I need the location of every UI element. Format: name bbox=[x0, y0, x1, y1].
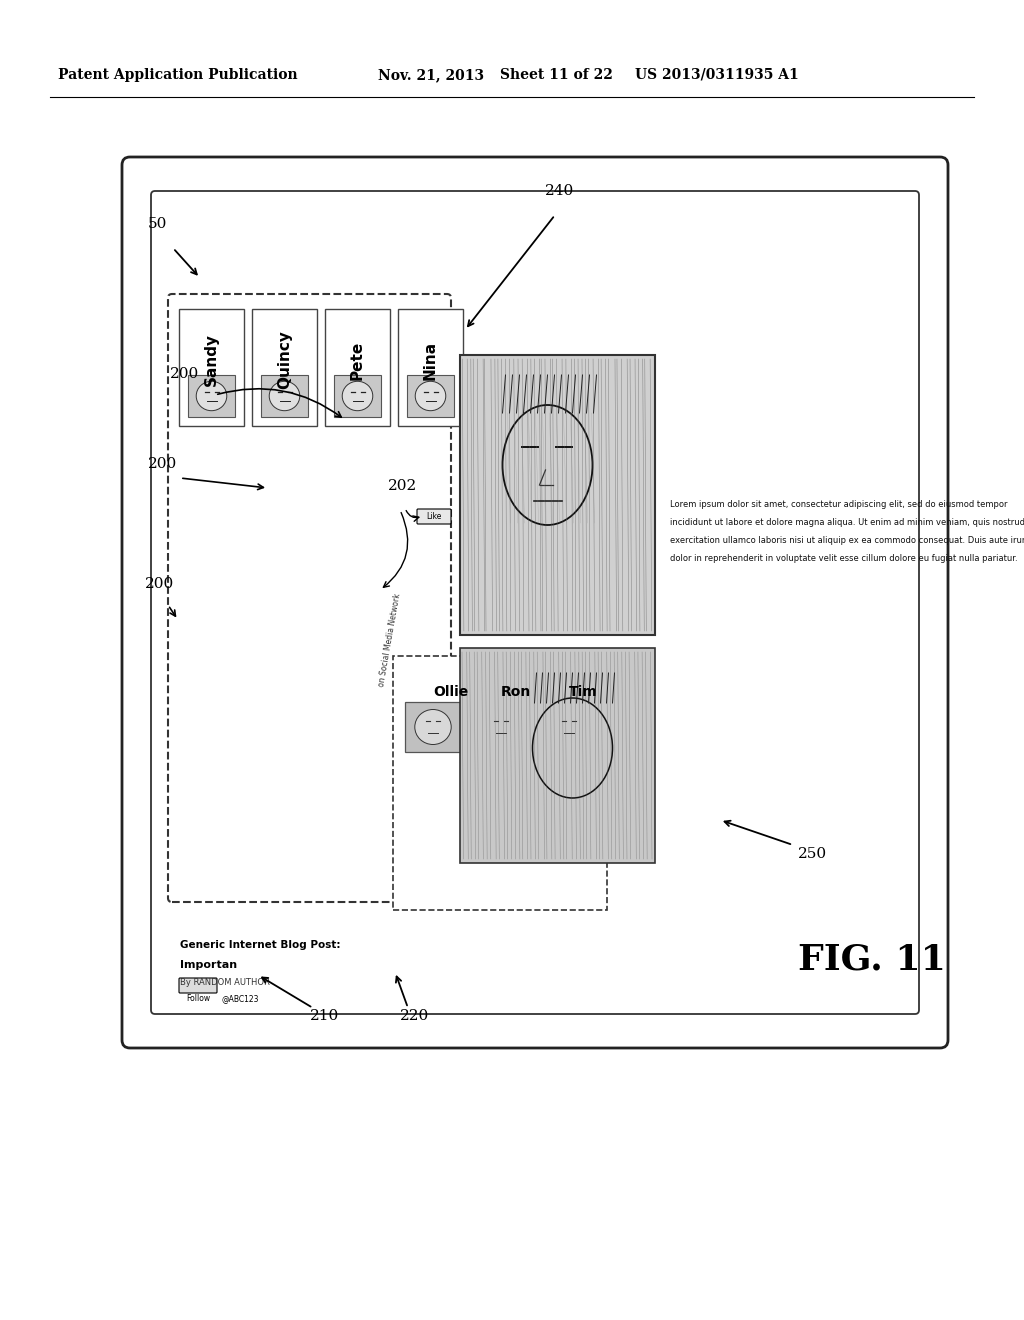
FancyBboxPatch shape bbox=[252, 309, 317, 426]
Text: Sandy: Sandy bbox=[204, 334, 219, 387]
Ellipse shape bbox=[415, 710, 452, 744]
FancyBboxPatch shape bbox=[151, 191, 919, 1014]
Text: Sheet 11 of 22: Sheet 11 of 22 bbox=[500, 69, 613, 82]
FancyBboxPatch shape bbox=[179, 309, 244, 426]
Text: 210: 210 bbox=[310, 1008, 339, 1023]
Text: Pete: Pete bbox=[350, 341, 365, 380]
Text: on Social Media Network: on Social Media Network bbox=[378, 593, 402, 688]
Ellipse shape bbox=[342, 381, 373, 411]
Bar bbox=[460, 648, 655, 863]
Bar bbox=[188, 375, 234, 417]
Ellipse shape bbox=[482, 710, 519, 744]
Ellipse shape bbox=[197, 381, 226, 411]
Text: US 2013/0311935 A1: US 2013/0311935 A1 bbox=[635, 69, 799, 82]
Bar bbox=[407, 375, 454, 417]
Text: Generic Internet Blog Post:: Generic Internet Blog Post: bbox=[180, 940, 341, 950]
Bar bbox=[541, 702, 597, 752]
Text: 202: 202 bbox=[388, 479, 417, 492]
Ellipse shape bbox=[551, 710, 587, 744]
Text: Ron: Ron bbox=[501, 685, 531, 700]
Ellipse shape bbox=[415, 381, 445, 411]
Text: Like: Like bbox=[426, 512, 441, 521]
Text: Patent Application Publication: Patent Application Publication bbox=[58, 69, 298, 82]
Text: FIG. 11: FIG. 11 bbox=[798, 942, 946, 977]
Text: Tim: Tim bbox=[569, 685, 598, 700]
FancyBboxPatch shape bbox=[179, 978, 217, 993]
Text: 200: 200 bbox=[170, 367, 200, 381]
Text: Nina: Nina bbox=[423, 341, 438, 380]
FancyBboxPatch shape bbox=[122, 157, 948, 1048]
Text: 50: 50 bbox=[148, 216, 167, 231]
Text: dolor in reprehenderit in voluptate velit esse cillum dolore eu fugiat nulla par: dolor in reprehenderit in voluptate veli… bbox=[670, 554, 1018, 564]
Text: 250: 250 bbox=[798, 847, 827, 861]
Bar bbox=[473, 702, 529, 752]
Text: 200: 200 bbox=[145, 577, 174, 591]
Text: By RANDOM AUTHOR: By RANDOM AUTHOR bbox=[180, 978, 270, 987]
Text: Lorem ipsum dolor sit amet, consectetur adipiscing elit, sed do eiusmod tempor: Lorem ipsum dolor sit amet, consectetur … bbox=[670, 500, 1008, 510]
Text: incididunt ut labore et dolore magna aliqua. Ut enim ad minim veniam, quis nostr: incididunt ut labore et dolore magna ali… bbox=[670, 517, 1024, 527]
Text: @ABC123: @ABC123 bbox=[222, 994, 259, 1003]
FancyBboxPatch shape bbox=[393, 656, 607, 909]
Text: 240: 240 bbox=[545, 183, 574, 198]
Bar bbox=[334, 375, 381, 417]
FancyBboxPatch shape bbox=[168, 294, 451, 902]
Text: 220: 220 bbox=[400, 1008, 429, 1023]
FancyBboxPatch shape bbox=[398, 309, 463, 426]
Text: exercitation ullamco laboris nisi ut aliquip ex ea commodo consequat. Duis aute : exercitation ullamco laboris nisi ut ali… bbox=[670, 536, 1024, 545]
Ellipse shape bbox=[269, 381, 300, 411]
Text: Follow: Follow bbox=[186, 994, 210, 1003]
Text: Quincy: Quincy bbox=[278, 330, 292, 389]
Bar bbox=[406, 702, 461, 752]
FancyBboxPatch shape bbox=[325, 309, 390, 426]
Text: 200: 200 bbox=[148, 457, 177, 471]
Text: Ollie: Ollie bbox=[433, 685, 468, 700]
FancyBboxPatch shape bbox=[417, 510, 451, 524]
Bar bbox=[261, 375, 308, 417]
Text: Importan: Importan bbox=[180, 960, 238, 970]
Text: Nov. 21, 2013: Nov. 21, 2013 bbox=[378, 69, 484, 82]
Bar bbox=[460, 355, 655, 635]
